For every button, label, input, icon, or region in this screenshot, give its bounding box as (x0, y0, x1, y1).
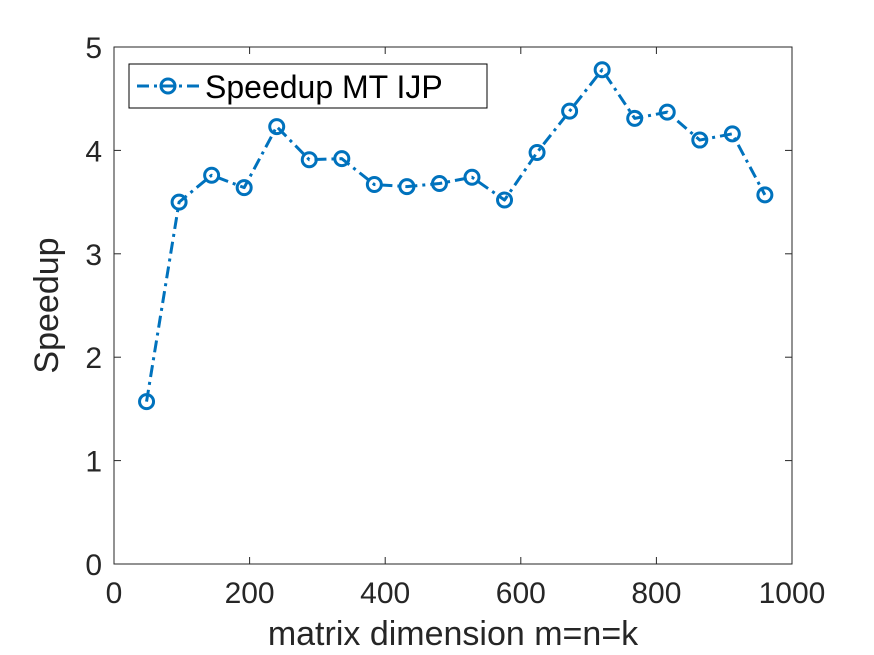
y-tick-label: 5 (85, 32, 102, 65)
data-point (593, 61, 611, 79)
legend: Speedup MT IJP (128, 63, 488, 109)
data-point (333, 150, 351, 168)
x-tick-label: 0 (106, 577, 123, 610)
legend-box (128, 63, 488, 109)
data-point (430, 174, 448, 192)
data-point (723, 125, 741, 143)
data-point (398, 178, 416, 196)
x-tick-label: 200 (225, 577, 275, 610)
data-point (365, 176, 383, 194)
y-tick-label: 1 (85, 446, 102, 479)
y-axis-title: Speedup (28, 237, 66, 373)
legend-entry-label: Speedup MT IJP (205, 69, 443, 105)
data-point (626, 109, 644, 127)
data-point (463, 168, 481, 186)
plot-frame (113, 46, 793, 565)
data-point (691, 131, 709, 149)
data-point (170, 193, 188, 211)
ticks-layer: 0 200 400 600 800 1000 0 1 2 3 4 5 (85, 32, 825, 610)
x-tick-label: 400 (360, 577, 410, 610)
data-point (496, 191, 514, 209)
data-point (235, 179, 253, 197)
legend-marker-sample (159, 77, 177, 95)
y-tick-label: 2 (85, 342, 102, 375)
x-tick-label: 600 (496, 577, 546, 610)
x-tick-label: 800 (631, 577, 681, 610)
data-point (138, 393, 156, 411)
y-tick-label: 4 (85, 135, 102, 168)
plot-area (113, 46, 793, 565)
data-point (528, 143, 546, 161)
data-point (756, 186, 774, 204)
data-point (658, 103, 676, 121)
x-axis-title: matrix dimension m=n=k (268, 615, 639, 653)
x-tick-label: 1000 (759, 577, 826, 610)
data-point (268, 118, 286, 136)
series-layer (138, 61, 774, 411)
y-tick-label: 0 (85, 549, 102, 582)
y-tick-label: 3 (85, 239, 102, 272)
data-point (203, 166, 221, 184)
data-point (300, 151, 318, 169)
data-point (561, 102, 579, 120)
